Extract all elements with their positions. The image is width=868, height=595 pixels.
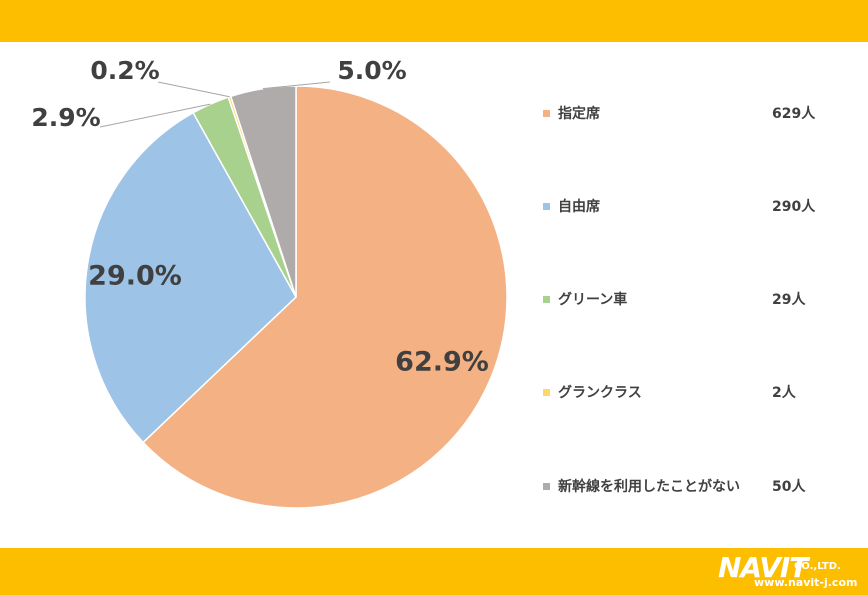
pie-slice [229, 85, 297, 298]
legend-item: グリーン車 29人 [543, 289, 833, 309]
pie-slice [84, 111, 297, 444]
slice-value-label: 0.2% [90, 56, 159, 85]
legend-item: グランクラス 2人 [543, 382, 833, 402]
legend-label: 自由席 [558, 199, 600, 215]
leader-line [99, 103, 211, 128]
legend-count: 29人 [772, 292, 806, 308]
legend-count: 290人 [772, 199, 816, 215]
slice-value-label: 2.9% [31, 103, 100, 132]
pie-slice [142, 85, 508, 509]
logo-suffix: CO.,LTD. [794, 561, 841, 572]
legend-item: 新幹線を利用したことがない 50人 [543, 476, 833, 496]
legend-count: 50人 [772, 479, 806, 495]
leader-line [262, 81, 331, 90]
slice-value-label: 62.9% [395, 347, 489, 378]
legend-count: 2人 [772, 385, 796, 401]
legend-swatch [543, 109, 550, 117]
logo-url: www.navit-j.com [754, 576, 858, 589]
legend-label: グリーン車 [558, 292, 628, 308]
top-band [0, 0, 868, 42]
legend-label: 新幹線を利用したことがない [558, 479, 740, 495]
legend-label: グランクラス [558, 385, 642, 401]
legend-count: 629人 [772, 106, 816, 122]
slice-value-label: 5.0% [337, 56, 406, 85]
legend-label: 指定席 [558, 106, 600, 122]
legend-swatch [543, 202, 550, 210]
slice-value-label: 29.0% [88, 261, 182, 292]
legend-item: 指定席 629人 [543, 103, 833, 123]
legend-item: 自由席 290人 [543, 196, 833, 216]
leader-line [157, 81, 230, 98]
legend-swatch [543, 482, 550, 490]
legend-swatch [543, 388, 550, 396]
bottom-band [0, 548, 868, 595]
logo-name: NAVIT [718, 551, 808, 584]
navit-logo: NAVIT CO.,LTD. www.navit-j.com [716, 551, 864, 591]
legend-swatch [543, 295, 550, 303]
legend: 指定席 629人自由席 290人グリーン車 29人グランクラス 2人新幹線を利用したこと… [543, 0, 843, 595]
